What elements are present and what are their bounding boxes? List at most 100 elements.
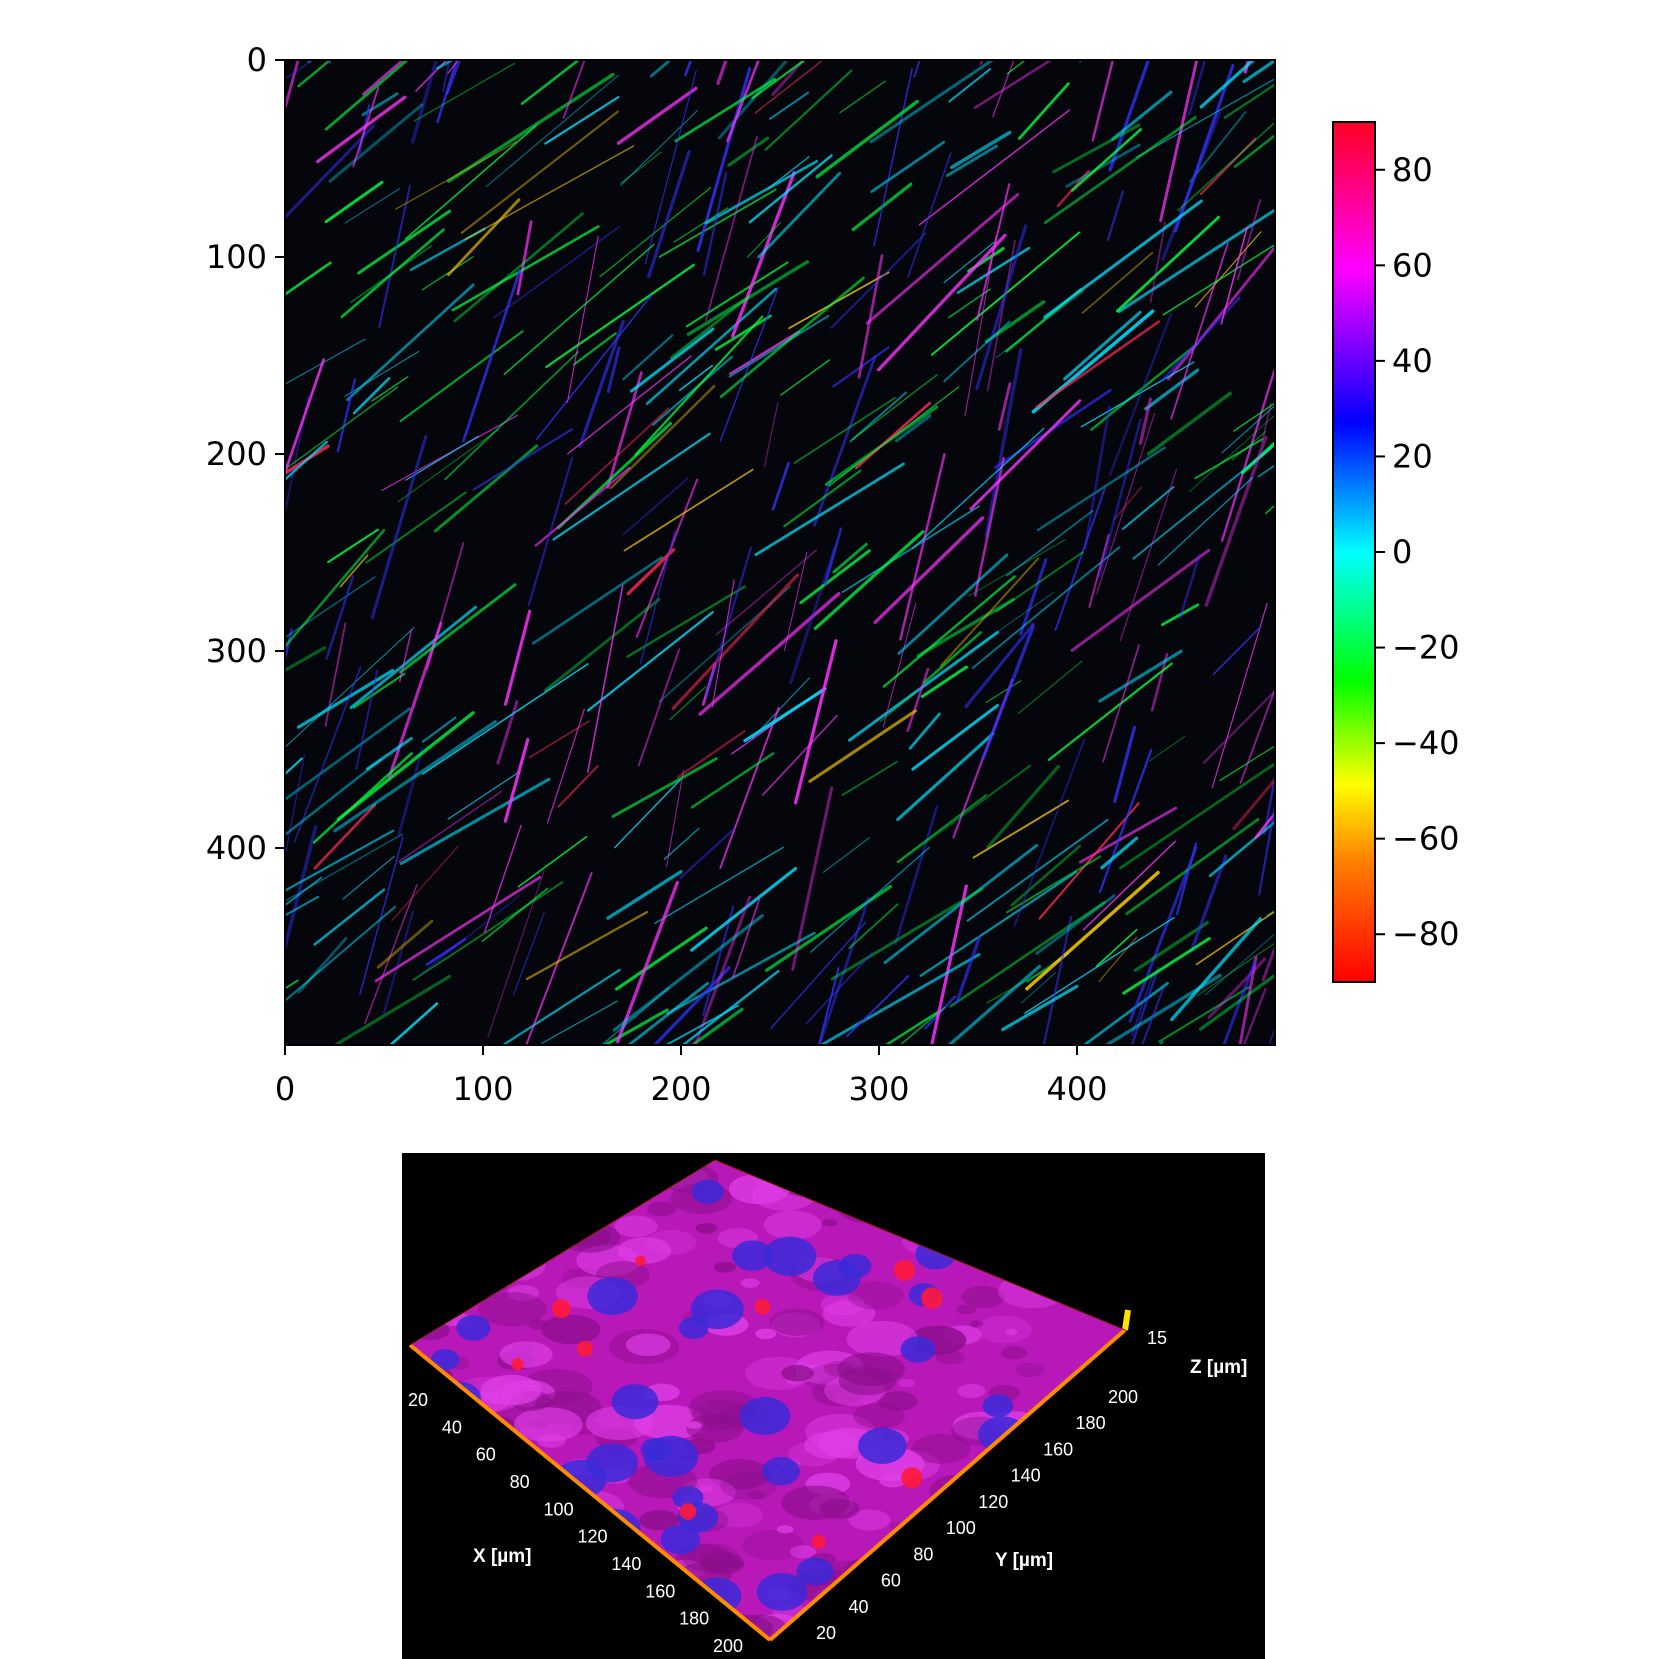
fiber-strand [609,384,716,490]
fiber-strand [714,314,772,351]
fiber-strand [705,546,753,698]
nucleus [858,1427,907,1464]
fiber-strand [285,646,327,673]
fiber-strand [1035,320,1161,409]
fiber-strand [316,95,407,164]
fiber-strand [967,591,1054,653]
nucleus [756,1572,808,1611]
fiber-strand [464,145,635,241]
bounding-box-edge-x [408,1343,772,1642]
fiber-strand [1121,486,1175,530]
fiber-strand [771,461,790,511]
surface-patch [911,1434,971,1464]
fiber-strand [388,1002,439,1045]
x-tick-label: 100 [452,1070,513,1108]
fiber-strand [1043,115,1197,224]
fiber-strand [355,669,379,770]
fiber-strand [839,80,887,114]
fiber-strand [1113,725,1137,803]
fiber-strand [1298,14,1417,102]
fiber-strand [793,396,896,464]
fiber-strand [979,60,983,65]
fiber-strand [943,320,1011,383]
fiber-strand [751,60,807,100]
nucleus [900,1336,936,1363]
fiber-strand [848,903,899,949]
fiber-strand [1063,310,1142,381]
fiber-strand [564,407,670,505]
fiber-strand [332,974,452,1045]
fiber-strand [666,931,816,1015]
top-x-axis: 0 100 200 300 400 [275,1045,1108,1108]
fiber-strand [865,193,1020,325]
fiber-strand [788,271,890,330]
fiber-strand [1288,0,1334,145]
fiber-strand [462,269,522,443]
fiber-strand [472,428,573,491]
colorbar-tick-label: −80 [1392,915,1460,953]
fiber-strand [702,171,728,276]
fiber-strand [873,68,913,247]
fiber-strand [754,60,824,114]
y-tick-label: 100 [206,238,267,276]
fiber-strand [897,553,1009,655]
red-cluster [901,1467,923,1489]
fiber-strand [986,239,1016,391]
fiber-strand [716,60,728,86]
nucleus [739,1396,791,1436]
fiber-strand [547,60,550,61]
fiber-strand [405,435,479,481]
fiber-strand [1189,110,1247,183]
fiber-strand [614,779,681,849]
fiber-strand [1095,928,1138,967]
x-3d-tick-label: 180 [679,1609,709,1629]
fiber-strand [313,888,386,946]
fiber-strand [419,894,521,976]
fiber-strand [1079,60,1084,63]
nucleus [763,1236,817,1277]
bounding-box-edge-z [1122,1309,1131,1331]
fiber-strand [312,752,413,844]
fiber-strand [1261,943,1275,982]
fiber-strand [732,897,761,979]
fiber-strand [711,579,735,708]
fiber-strand [728,314,830,378]
fiber-strand [307,60,314,64]
fiber-strand [599,187,712,278]
fiber-strand [285,440,328,482]
fiber-strand [1273,117,1275,121]
surface-patch [714,1261,737,1273]
surface-patch [763,1210,822,1240]
fiber-strand [525,910,649,981]
fiber-strand [704,159,819,225]
y-axis-title: Y [µm] [995,1550,1053,1571]
fiber-strand [1149,221,1166,303]
fiber-strand [616,86,698,145]
surface-patch [820,1293,865,1316]
fiber-strand [754,462,905,557]
nucleus [762,1457,800,1486]
fiber-strand [517,835,588,888]
fiber-strand [1204,933,1275,996]
surface-patch [499,1341,553,1368]
fiber-strand [611,757,718,818]
fiber-strand [822,837,870,873]
surface-patch [691,1398,755,1431]
fiber-strand [1098,936,1138,983]
fiber-strand [1115,215,1221,313]
fiber-strand [623,468,754,552]
fiber-strand [1220,226,1248,325]
fiber-strand [285,261,332,296]
fiber-strand [382,910,414,1014]
colorbar-tick-label: 40 [1392,342,1433,380]
fiber-strand [930,884,968,1045]
y-3d-tick-label: 100 [946,1518,976,1538]
fiber-strand [715,549,818,636]
fiber-strand [391,845,460,922]
fiber-strand [1117,209,1275,313]
fiber-strand [870,140,946,193]
fiber-strand [333,720,497,833]
fiber-strand [1149,735,1186,762]
fiber-strand [285,707,411,802]
